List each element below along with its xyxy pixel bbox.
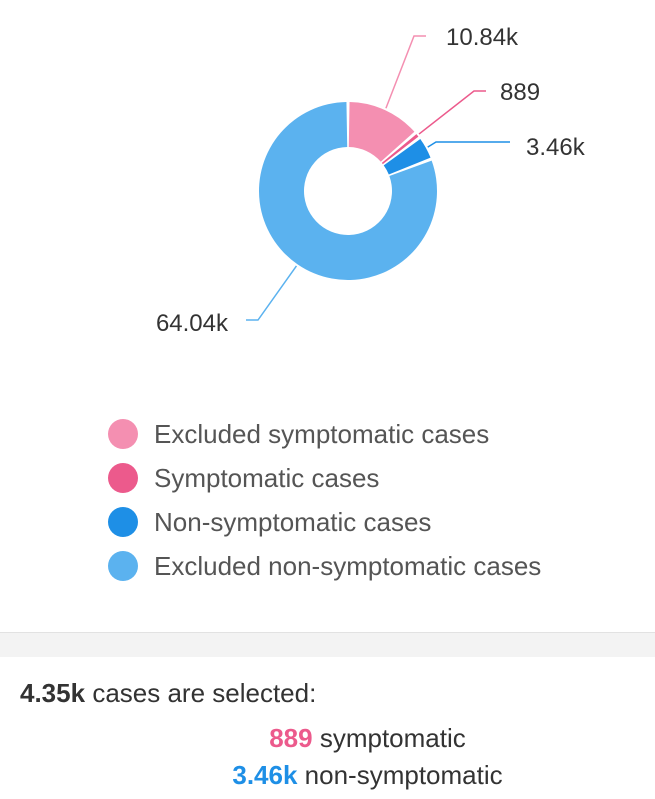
selection-total: 4.35k xyxy=(20,678,86,708)
slice-excluded-symptomatic[interactable] xyxy=(348,102,415,162)
legend-label: Symptomatic cases xyxy=(154,462,380,493)
donut-chart: 10.84k 889 3.46k 64.04k xyxy=(156,24,586,337)
slice-value-label: 64.04k xyxy=(156,310,229,337)
selection-summary: 4.35k cases are selected: 889 symptomati… xyxy=(0,656,655,799)
legend-swatch xyxy=(108,463,138,493)
selection-symptomatic-value: 889 xyxy=(269,723,313,753)
slice-value-label: 10.84k xyxy=(446,24,519,51)
selection-total-line: 4.35k cases are selected: xyxy=(20,678,316,709)
legend-item-excluded-non-symptomatic[interactable]: Excluded non-symptomatic cases xyxy=(108,544,541,588)
selection-non-symptomatic-label: non-symptomatic xyxy=(304,760,503,790)
selection-symptomatic-label: symptomatic xyxy=(319,723,466,753)
legend-swatch xyxy=(108,419,138,449)
selection-non-symptomatic-line: 3.46k non-symptomatic xyxy=(0,760,655,791)
legend-item-non-symptomatic[interactable]: Non-symptomatic cases xyxy=(108,500,541,544)
legend-swatch xyxy=(108,507,138,537)
leader-line xyxy=(385,35,426,109)
slice-symptomatic[interactable] xyxy=(381,134,419,165)
chart-legend: Excluded symptomatic cases Symptomatic c… xyxy=(108,412,541,588)
section-divider xyxy=(0,632,655,657)
selection-symptomatic-line: 889 symptomatic xyxy=(0,723,655,754)
legend-label: Non-symptomatic cases xyxy=(154,506,432,537)
selection-non-symptomatic-value: 3.46k xyxy=(232,760,298,790)
slice-non-symptomatic[interactable] xyxy=(383,139,431,175)
legend-swatch xyxy=(108,551,138,581)
slice-value-label: 3.46k xyxy=(526,134,586,161)
legend-label: Excluded symptomatic cases xyxy=(154,418,490,449)
leader-line xyxy=(246,265,298,321)
legend-label: Excluded non-symptomatic cases xyxy=(154,550,542,581)
legend-item-excluded-symptomatic[interactable]: Excluded symptomatic cases xyxy=(108,412,541,456)
legend-item-symptomatic[interactable]: Symptomatic cases xyxy=(108,456,541,500)
selection-total-suffix: cases are selected: xyxy=(92,678,317,708)
leader-line xyxy=(418,90,486,135)
slice-value-label: 889 xyxy=(500,79,540,106)
slice-excluded-non-symptomatic[interactable] xyxy=(258,102,437,280)
leader-line xyxy=(427,141,510,148)
